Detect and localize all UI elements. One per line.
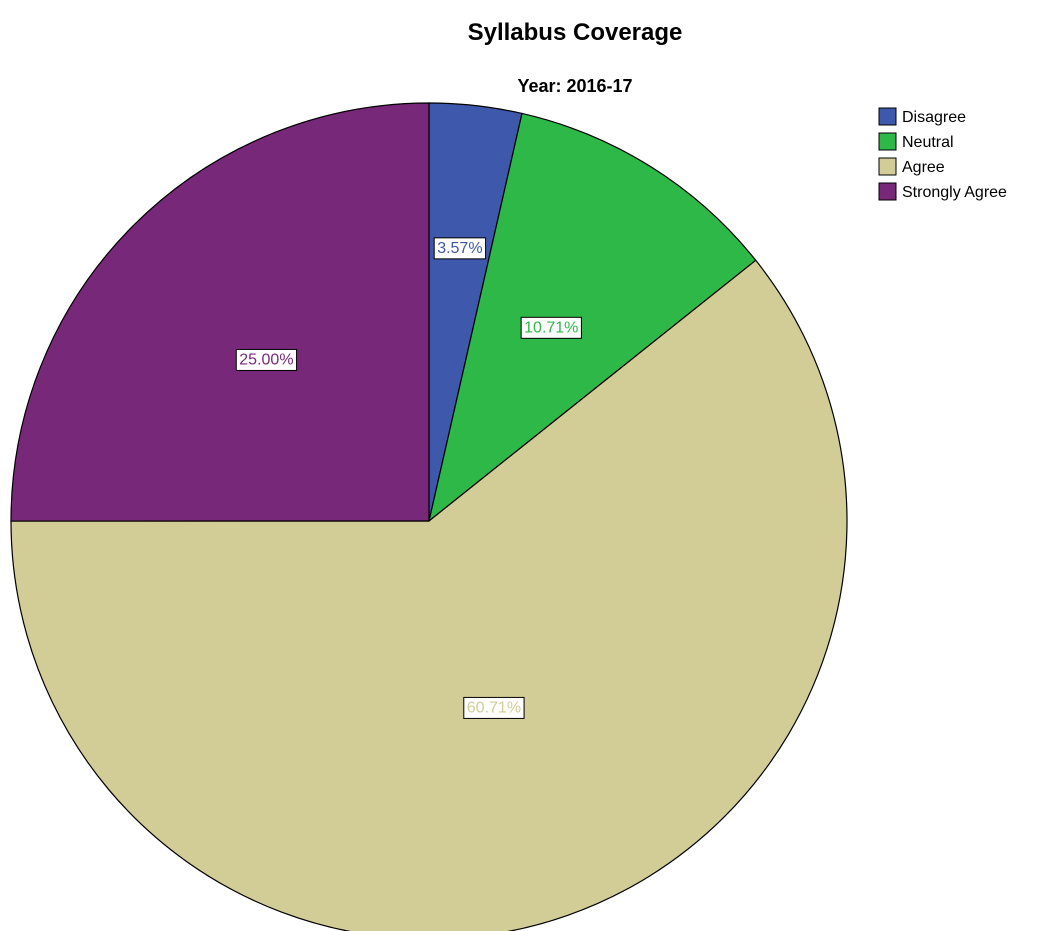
pie-slice-labels: 3.57% 10.71% 60.71% 25.00% [235, 237, 582, 719]
legend-swatch [878, 182, 897, 201]
slice-label-disagree: 3.57% [433, 237, 487, 260]
slice-label-box [433, 237, 487, 260]
slice-label-agree: 60.71% [463, 696, 525, 719]
slice-label-strongly-agree: 25.00% [235, 348, 298, 371]
pie-slice-neutral [428, 112, 757, 523]
legend-item-agree: Agree [878, 157, 945, 176]
legend-label: Disagree [902, 109, 966, 126]
chart-subtitle: Year: 2016-17 [517, 76, 632, 96]
slice-label-text: 10.71% [524, 319, 578, 336]
legend-swatch [878, 132, 897, 151]
legend-label: Agree [902, 159, 945, 176]
slice-label-box [235, 348, 298, 371]
legend-item-neutral: Neutral [878, 132, 954, 151]
legend-swatch [878, 107, 897, 126]
slice-label-box [463, 696, 525, 719]
legend-label: Strongly Agree [902, 184, 1007, 201]
legend-item-strongly-agree: Strongly Agree [878, 182, 1007, 201]
legend-swatch [878, 157, 897, 176]
legend-item-disagree: Disagree [878, 107, 966, 126]
slice-label-text: 60.71% [467, 699, 521, 716]
pie-slice-agree [10, 259, 848, 931]
legend: Disagree Neutral Agree Strongly Agree [878, 107, 1007, 201]
pie-slices [10, 102, 848, 931]
pie-slice-strongly-agree [10, 102, 430, 522]
legend-label: Neutral [902, 134, 954, 151]
slice-label-text: 3.57% [437, 240, 482, 257]
slice-label-box [520, 316, 582, 339]
chart-title: Syllabus Coverage [468, 19, 683, 46]
slice-label-text: 25.00% [239, 351, 293, 368]
slice-label-neutral: 10.71% [520, 316, 582, 339]
